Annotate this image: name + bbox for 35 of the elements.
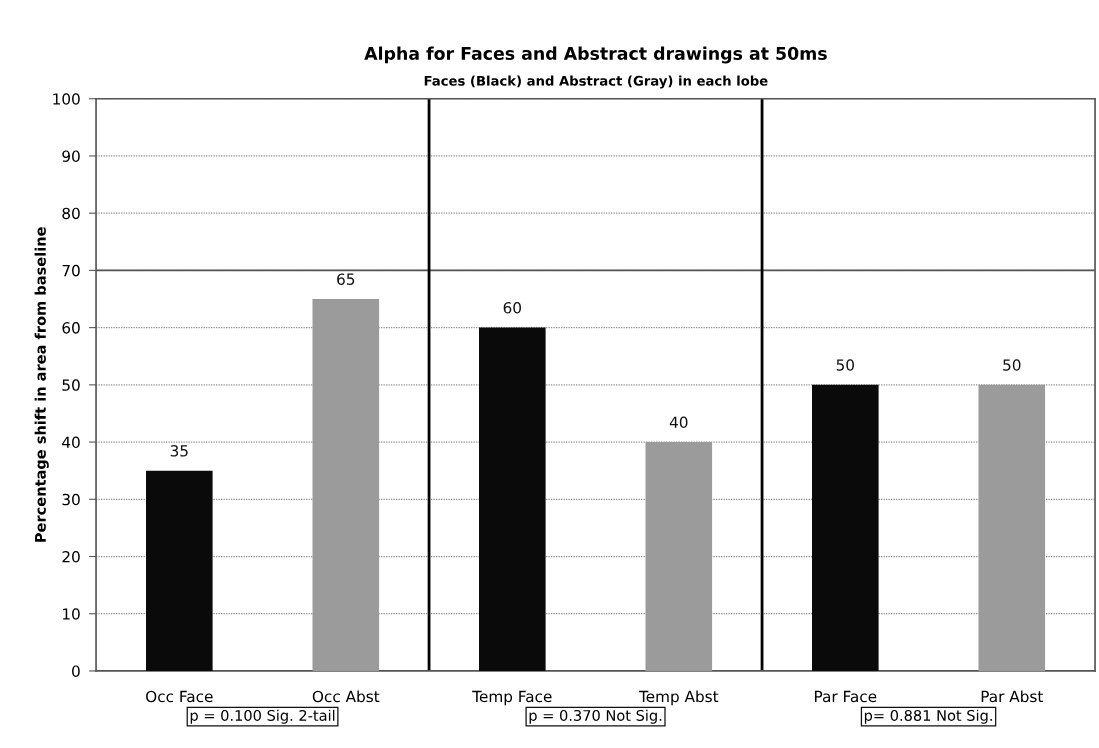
y-tick-label: 30: [62, 493, 80, 506]
y-tick-label: 70: [62, 264, 80, 277]
bar: [978, 384, 1046, 671]
y-tick-label: 40: [62, 436, 80, 449]
text: p = 0.370 Not Sig.: [529, 709, 662, 724]
bar: [146, 470, 213, 671]
x-tick-label: Par Abst: [981, 690, 1043, 703]
y-tick-label: 60: [62, 322, 80, 334]
y-tick-label: 50: [62, 379, 80, 391]
y-axis-title: Percentage shift in area from baseline: [34, 227, 49, 542]
y-tick-label: 10: [63, 608, 80, 620]
bar: [645, 442, 713, 671]
data-label: 40: [669, 416, 688, 428]
x-tick-label: Occ Abst: [312, 690, 380, 703]
x-tick-label: Temp Face: [472, 690, 552, 706]
data-label: 50: [1003, 359, 1021, 371]
bar: [312, 299, 380, 671]
bar: [812, 384, 879, 671]
data-label: 60: [503, 302, 521, 314]
y-tick-label: 20: [62, 550, 80, 563]
text: p= 0.881 Not Sig.: [864, 709, 992, 724]
bar: [479, 327, 546, 671]
text: p = 0.100 Sig. 2-tail: [190, 709, 335, 724]
y-tick-label: 90: [62, 150, 80, 162]
data-label: 35: [170, 445, 188, 457]
x-tick-label: Occ Face: [146, 690, 213, 703]
data-label: 50: [836, 359, 854, 371]
x-tick-label: Temp Abst: [638, 690, 719, 706]
data-label: 65: [337, 273, 355, 285]
x-tick-label: Par Face: [815, 690, 877, 703]
y-tick-label: 80: [62, 207, 80, 220]
chart-subtitle: Faces (Black) and Abstract (Gray) in each lobe: [424, 75, 768, 89]
y-tick-label: 100: [53, 93, 80, 105]
y-tick-label: 0: [72, 665, 80, 677]
chart-title: Alpha for Faces and Abstract drawings at 50ms: [364, 46, 827, 64]
